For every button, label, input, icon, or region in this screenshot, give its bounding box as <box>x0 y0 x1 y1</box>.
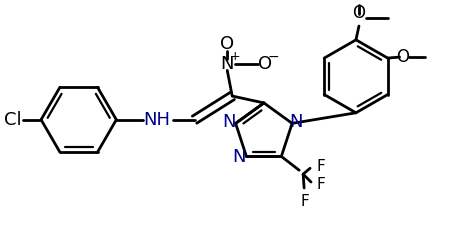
Text: O: O <box>397 48 410 66</box>
Text: O: O <box>353 4 365 22</box>
Text: NH: NH <box>143 111 170 129</box>
Text: −: − <box>268 50 279 64</box>
Text: +: + <box>229 50 240 63</box>
Text: N: N <box>289 113 303 131</box>
Text: O: O <box>258 55 272 73</box>
Text: N: N <box>221 55 234 73</box>
Text: F: F <box>317 177 326 192</box>
Text: Cl: Cl <box>4 111 21 129</box>
Text: O: O <box>220 35 234 53</box>
Text: F: F <box>316 159 325 174</box>
Text: F: F <box>301 194 309 209</box>
Text: N: N <box>233 148 246 166</box>
Text: N: N <box>222 113 235 131</box>
